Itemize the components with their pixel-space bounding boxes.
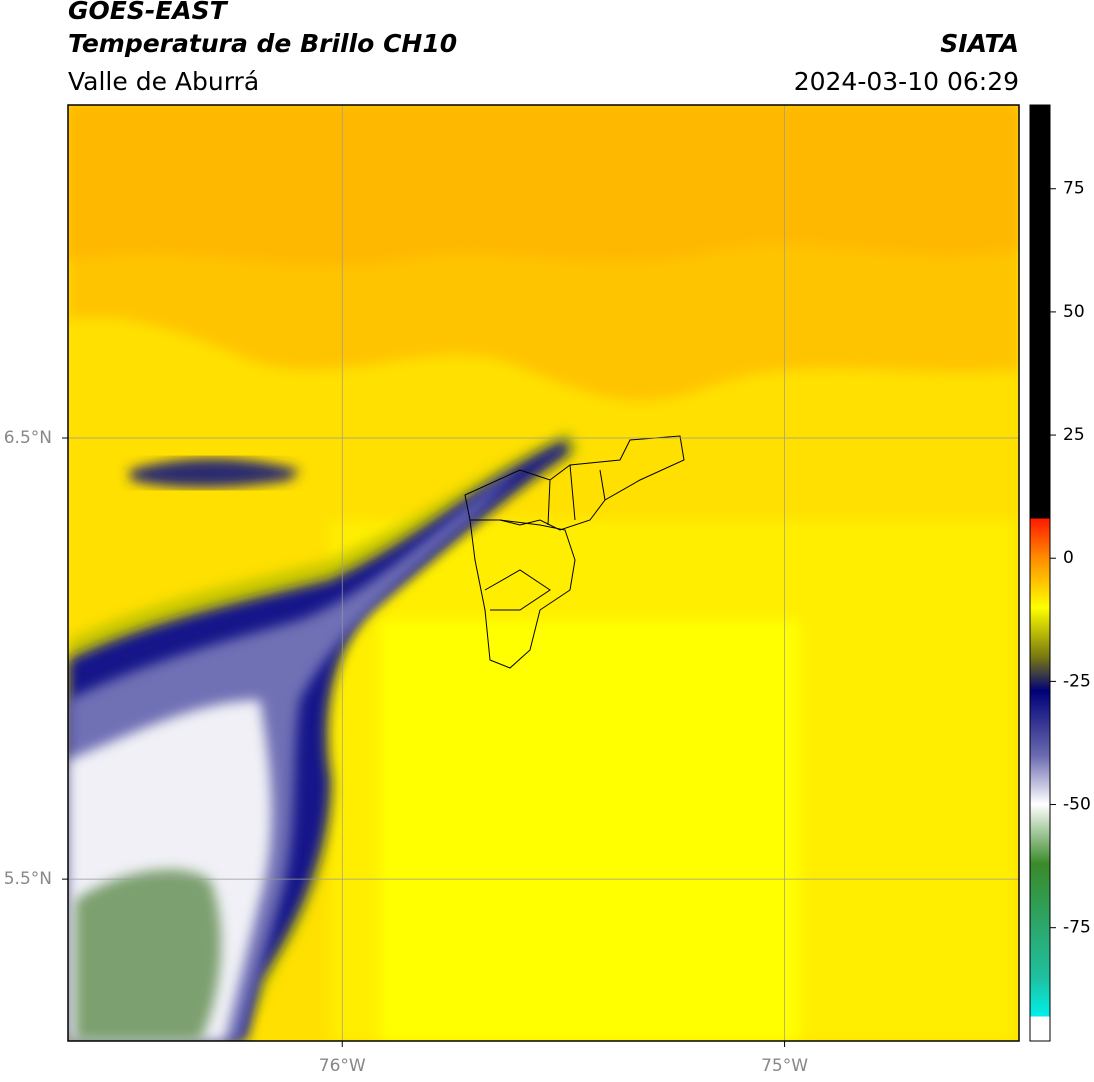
- source: SIATA: [940, 29, 1019, 58]
- map-frame: [67, 104, 1020, 1042]
- x-tick-label: 75°W: [761, 1056, 808, 1076]
- colorbar-tick-label: -25: [1063, 671, 1091, 691]
- region: Valle de Aburrá: [68, 67, 259, 96]
- colorbar-tick-label: -50: [1063, 795, 1091, 815]
- colorbar-tick-label: 0: [1063, 548, 1074, 568]
- subtitle: Temperatura de Brillo CH10: [68, 29, 457, 58]
- colorbar-tick-label: -75: [1063, 918, 1091, 938]
- colorbar-tick-label: 25: [1063, 425, 1085, 445]
- y-tick-label: 5.5°N: [4, 869, 52, 889]
- datetime: 2024-03-10 06:29: [794, 67, 1019, 96]
- colorbar-tick-label: 50: [1063, 302, 1085, 322]
- y-tick-label: 6.5°N: [4, 428, 52, 448]
- satellite-image: [68, 105, 1019, 1041]
- colorbar-tick-label: 75: [1063, 179, 1085, 199]
- x-tick-label: 76°W: [319, 1056, 366, 1076]
- title: GOES-EAST: [68, 0, 229, 25]
- colorbar: [1029, 104, 1051, 1042]
